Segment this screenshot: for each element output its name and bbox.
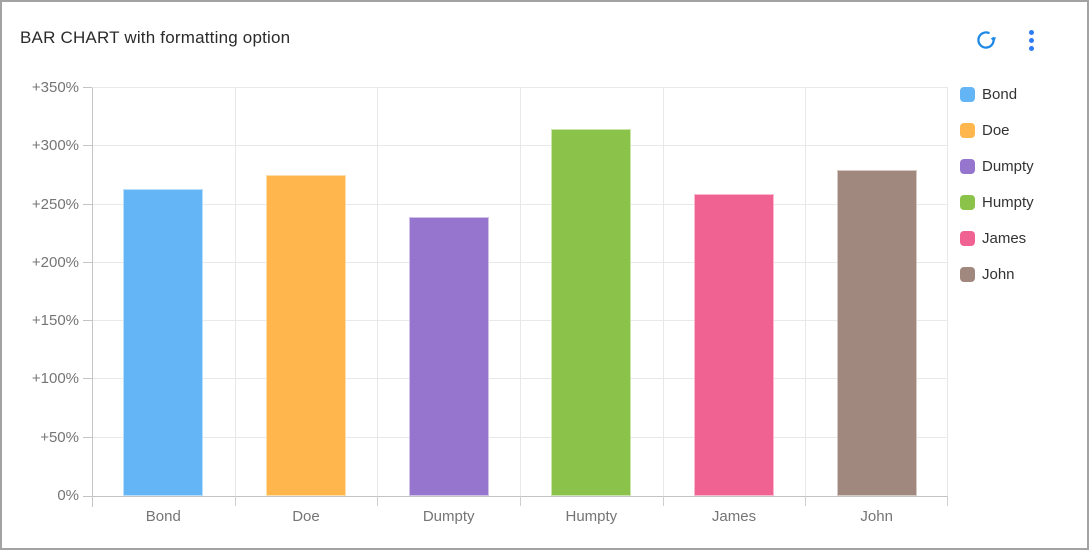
bar-humpty[interactable] <box>551 128 632 496</box>
y-axis-tick <box>83 320 92 322</box>
y-axis-label: 0% <box>57 487 79 504</box>
y-axis-tick <box>83 436 92 438</box>
legend-swatch-humpty <box>960 195 975 210</box>
legend-item-bond[interactable]: Bond <box>960 87 1034 102</box>
y-axis-label: +150% <box>31 312 79 330</box>
legend-label: Doe <box>982 122 1010 139</box>
legend-item-john[interactable]: John <box>960 267 1034 282</box>
legend-item-doe[interactable]: Doe <box>960 123 1034 138</box>
legend-swatch-james <box>960 231 975 246</box>
y-axis-tick <box>83 87 92 88</box>
refresh-icon <box>977 31 997 49</box>
legend-swatch-doe <box>960 123 975 138</box>
legend-swatch-bond <box>960 87 975 102</box>
y-axis-line <box>92 88 93 507</box>
x-axis-label-doe: Doe <box>292 508 320 525</box>
legend-swatch-john <box>960 267 975 282</box>
x-axis-label-bond: Bond <box>145 508 181 525</box>
y-axis-label: +50% <box>40 428 79 446</box>
bar-dumpty[interactable] <box>408 217 489 496</box>
gridline-v <box>235 88 236 496</box>
x-axis-tick <box>805 496 806 506</box>
y-axis-tick <box>83 378 92 380</box>
y-axis-label: +350% <box>31 79 79 96</box>
x-axis-tick <box>947 496 948 506</box>
gridline-v <box>520 88 521 496</box>
chart-title: BAR CHART with formatting option <box>20 28 291 47</box>
x-axis-label-dumpty: Dumpty <box>422 508 475 525</box>
x-axis-label-john: John <box>860 508 893 525</box>
legend-swatch-dumpty <box>960 159 975 174</box>
chart-legend: Bond Doe Dumpty Humpty James John <box>960 87 1034 282</box>
y-axis-tick <box>83 203 92 205</box>
legend-label: John <box>982 266 1015 283</box>
legend-item-james[interactable]: James <box>960 231 1034 246</box>
legend-item-dumpty[interactable]: Dumpty <box>960 159 1034 174</box>
gridline-h <box>92 87 948 88</box>
y-axis-tick <box>83 145 92 147</box>
bar-james[interactable] <box>694 194 774 496</box>
legend-label: Humpty <box>982 194 1034 211</box>
gridline-v <box>947 88 948 496</box>
legend-label: James <box>982 230 1027 247</box>
x-axis-label-james: James <box>711 508 757 525</box>
bar-doe[interactable] <box>266 175 346 496</box>
x-axis-tick <box>377 496 378 506</box>
bar-bond[interactable] <box>123 189 204 496</box>
more-options-button[interactable] <box>1015 24 1047 56</box>
gridline-v <box>805 88 806 496</box>
x-axis-label-humpty: Humpty <box>565 508 618 525</box>
y-axis-label: +250% <box>31 195 79 213</box>
y-axis-label: +200% <box>31 253 79 271</box>
y-axis-tick <box>83 261 92 263</box>
bar-john[interactable] <box>836 169 917 496</box>
y-axis-label: +100% <box>31 370 79 388</box>
plot-area: 0% +50% +100% +150% +200% +250% +300% +350% Bond… <box>32 79 948 525</box>
x-axis-tick <box>235 496 236 506</box>
x-axis-tick <box>520 496 521 506</box>
x-axis-tick <box>663 496 664 506</box>
gridline-v <box>377 88 378 496</box>
legend-label: Dumpty <box>982 158 1034 175</box>
legend-item-humpty[interactable]: Humpty <box>960 195 1034 210</box>
refresh-button[interactable] <box>970 24 1002 56</box>
kebab-menu-icon <box>1028 29 1034 51</box>
y-axis-tick <box>83 496 92 497</box>
y-axis-label: +300% <box>31 137 79 155</box>
legend-label: Bond <box>982 86 1018 103</box>
gridline-v <box>663 88 664 496</box>
